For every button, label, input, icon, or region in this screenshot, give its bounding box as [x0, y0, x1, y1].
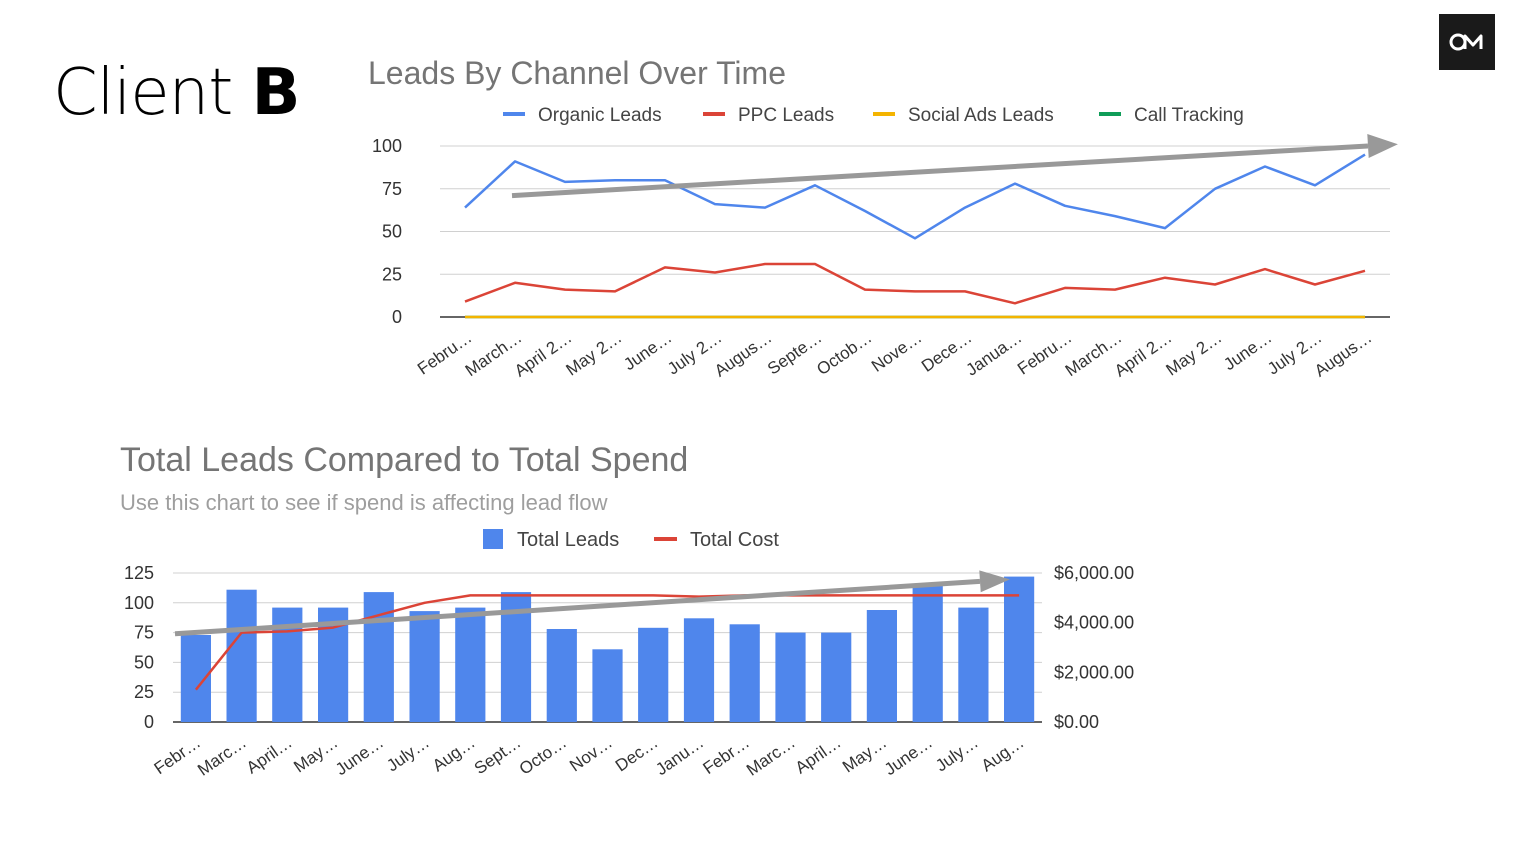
y-left-tick-1: 25 [134, 682, 154, 702]
chart1-y-axis: 0 25 50 75 100 [372, 136, 402, 327]
x-tick-7: Sept… [471, 733, 524, 778]
x-tick-5: July… [383, 733, 433, 776]
x-tick-14: April… [792, 733, 845, 778]
y-tick-1: 25 [382, 264, 402, 284]
x-tick-18: Aug… [978, 733, 1028, 776]
y-left-tick-4: 100 [124, 593, 154, 613]
chart1-series [464, 153, 1366, 319]
chart1-legend: Organic Leads PPC Leads Social Ads Leads Ca… [503, 105, 1244, 126]
x-tick-13: Marc… [743, 733, 799, 780]
trend-arrow-shaft [174, 578, 981, 637]
chart2-y-axis: 0 25 50 75 100 125 $0.00 $2,000.00 $4,000.00 $6,0… [124, 563, 1134, 732]
x-tick-0: Febr… [151, 733, 204, 778]
legend-swatch-0 [483, 529, 503, 549]
bar-10 [638, 627, 669, 722]
y-right-tick-1: $2,000.00 [1054, 662, 1134, 682]
series-line-0 [464, 153, 1366, 240]
x-tick-8: Octo… [516, 733, 570, 779]
bar-11 [683, 618, 715, 722]
y-tick-4: 100 [372, 136, 402, 156]
y-left-tick-3: 75 [134, 623, 154, 643]
x-tick-3: May… [290, 733, 341, 777]
legend-label-0: Organic Leads [538, 105, 662, 126]
series-line-1 [464, 262, 1366, 305]
page-title-bold: B [251, 56, 301, 130]
x-tick-9: Nov… [566, 733, 616, 776]
chart2-cost-line [194, 594, 1020, 691]
bar-12 [729, 624, 760, 722]
bar-5 [409, 611, 440, 722]
x-tick-17: July… [932, 733, 982, 776]
bar-8 [546, 629, 577, 722]
y-right-tick-0: $0.00 [1054, 712, 1099, 732]
bar-17 [958, 607, 989, 722]
x-tick-15: May… [839, 733, 890, 777]
x-tick-4: June… [332, 733, 387, 779]
page-title-prefix: Client [53, 56, 233, 130]
y-right-tick-3: $6,000.00 [1054, 563, 1134, 583]
bar-9 [592, 649, 623, 722]
chart2-trend-arrow [174, 570, 1010, 637]
x-tick-1: Marc… [194, 733, 250, 780]
legend-label-1: PPC Leads [738, 105, 834, 126]
x-tick-10: Dec… [612, 733, 662, 776]
bar-14 [821, 632, 852, 722]
x-tick-12: Febr… [700, 733, 753, 778]
x-tick-11: Janu… [652, 733, 707, 779]
y-tick-3: 75 [382, 179, 402, 199]
y-left-tick-0: 0 [144, 712, 154, 732]
bar-15 [866, 610, 897, 722]
page-title: Client B [53, 56, 301, 130]
om-logo-icon [1439, 14, 1495, 70]
y-left-tick-2: 50 [134, 652, 154, 672]
bar-1 [226, 589, 257, 722]
chart1-trend-arrow [511, 134, 1398, 199]
y-tick-0: 0 [392, 307, 402, 327]
x-tick-2: April… [243, 733, 296, 778]
bar-16 [912, 583, 943, 722]
x-tick-16: June… [881, 733, 936, 779]
legend-label-1: Total Cost [690, 529, 779, 551]
legend-label-3: Call Tracking [1134, 105, 1244, 126]
bar-6 [455, 607, 486, 722]
cost-line [194, 594, 1020, 691]
y-right-tick-2: $4,000.00 [1054, 613, 1134, 633]
trend-arrow-shaft [511, 143, 1369, 199]
chart2-x-axis: Febr…Marc…April…May…June…July…Aug…Sept…O… [151, 733, 1028, 780]
x-tick-6: Aug… [429, 733, 479, 776]
legend-label-0: Total Leads [517, 529, 619, 551]
bar-13 [775, 632, 806, 722]
trend-arrow-head [979, 570, 1010, 593]
chart2-subtitle: Use this chart to see if spend is affect… [120, 490, 608, 515]
y-left-tick-5: 125 [124, 563, 154, 583]
trend-arrow-head [1367, 134, 1398, 158]
chart2-bars [180, 576, 1035, 722]
bar-18 [1004, 576, 1035, 722]
chart2-legend: Total Leads Total Cost [483, 529, 779, 551]
y-tick-2: 50 [382, 222, 402, 242]
legend-label-2: Social Ads Leads [908, 105, 1054, 126]
chart2-title: Total Leads Compared to Total Spend [120, 441, 688, 479]
bar-0 [180, 635, 211, 722]
chart1-title: Leads By Channel Over Time [368, 55, 786, 91]
